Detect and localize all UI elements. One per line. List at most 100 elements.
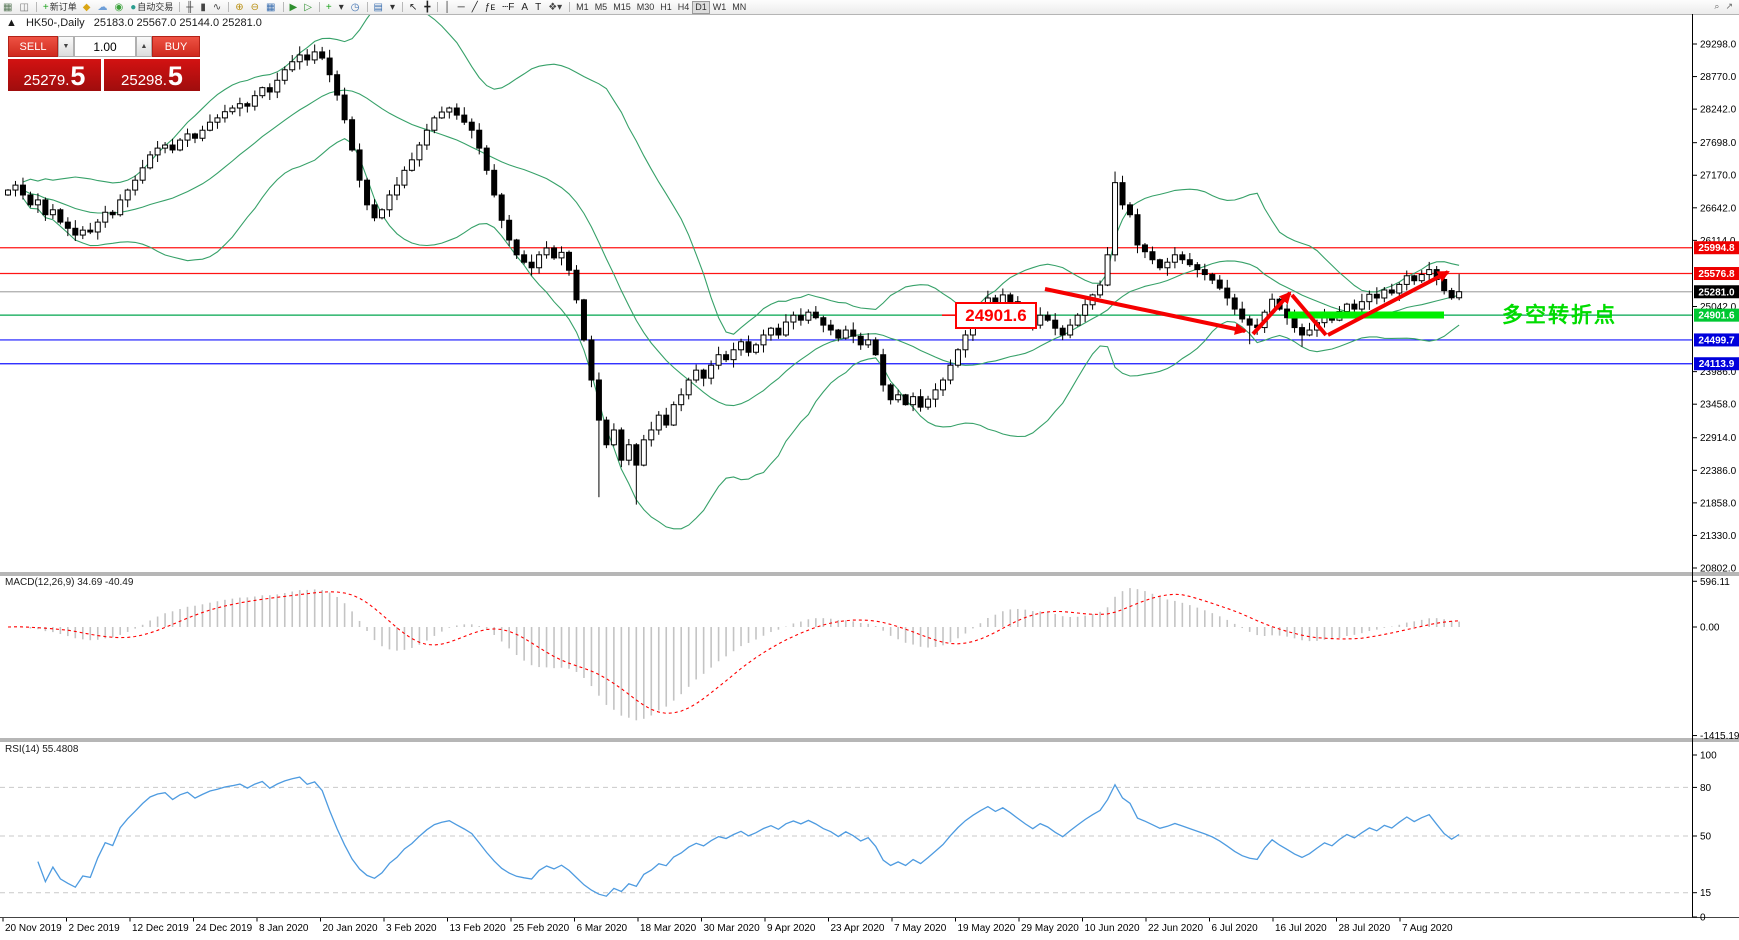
axis-tick-label: 29298.0 — [1700, 40, 1737, 51]
zoom-in-icon[interactable]: ⊕ — [232, 1, 247, 14]
bid-price[interactable]: 25279. 5 — [8, 59, 101, 91]
tf-h4-button-label: H4 — [677, 1, 690, 12]
chart-template-icon[interactable]: ▤ — [371, 1, 387, 14]
cn-annotation-text[interactable]: 多空转折点 — [1502, 303, 1617, 327]
navigator-icon[interactable]: ◫ — [16, 1, 32, 14]
collapse-panel-icon[interactable]: ▲ — [6, 17, 17, 29]
time-axis-label: 28 Jul 2020 — [1339, 923, 1391, 934]
text-label-icon: T — [535, 1, 542, 13]
new-order-button[interactable]: + 新订单 — [40, 1, 80, 14]
add-indicator-icon[interactable]: + — [323, 1, 336, 14]
text-label-icon[interactable]: T — [532, 1, 545, 14]
vertical-line-icon: │ — [444, 1, 451, 13]
axis-tick-label: 15 — [1700, 888, 1712, 899]
indicator-dropdown-icon[interactable]: ▾ — [336, 1, 348, 14]
toolbar-separator — [402, 2, 403, 12]
crosshair-icon[interactable]: ╋ — [421, 1, 434, 14]
axis-tick-label: 28770.0 — [1700, 72, 1737, 83]
fibonacci-expansion-icon[interactable]: ┄F — [499, 1, 518, 14]
candlestick-chart-icon[interactable]: ▮ — [197, 1, 210, 14]
tf-m15-button[interactable]: M15 — [610, 1, 634, 14]
new-order-button-label: 新订单 — [49, 1, 77, 12]
charts-window-icon[interactable]: ▦ — [0, 1, 16, 14]
price-label-text: 24113.9 — [1699, 359, 1735, 370]
trend-arrow-2[interactable] — [1290, 293, 1328, 337]
text-icon[interactable]: A — [518, 1, 532, 14]
trend-arrow-3[interactable] — [1327, 270, 1450, 337]
quick-nav-icon[interactable]: ↗ — [1725, 1, 1733, 11]
price-label-24499.7 — [1694, 333, 1739, 347]
marketwatch-icon[interactable]: ◆ — [80, 1, 95, 14]
charts-window-icon: ▦ — [3, 1, 13, 13]
tf-m1-button[interactable]: M1 — [573, 1, 592, 14]
tf-h1-button-label: H1 — [660, 1, 672, 12]
trend-arrow-0[interactable] — [1044, 287, 1247, 335]
tf-w1-button[interactable]: W1 — [710, 1, 730, 14]
period-clock-icon[interactable]: ◷ — [348, 1, 364, 14]
tf-m5-button[interactable]: M5 — [592, 1, 611, 14]
trendline-icon[interactable]: ╱ — [469, 1, 482, 14]
cursor-icon[interactable]: ↖ — [406, 1, 421, 14]
zoom-out-icon: ⊖ — [250, 1, 260, 13]
vertical-line-icon[interactable]: │ — [441, 1, 454, 14]
fibonacci-icon[interactable]: ƒᴇ — [482, 1, 499, 14]
tf-h1-button[interactable]: H1 — [657, 1, 675, 14]
tf-d1-button[interactable]: D1 — [692, 0, 710, 14]
cursor-icon: ↖ — [409, 1, 418, 13]
time-axis-label: 8 Jan 2020 — [259, 923, 309, 934]
signals-icon[interactable]: ◉ — [111, 1, 127, 14]
tf-m30-button[interactable]: M30 — [634, 1, 658, 14]
axis-tick-label: 21330.0 — [1700, 531, 1737, 542]
line-chart-icon[interactable]: ∿ — [210, 1, 225, 14]
time-axis-label: 9 Apr 2020 — [767, 923, 816, 934]
horizontal-line-icon[interactable]: ─ — [455, 1, 469, 14]
toolbar-separator — [366, 2, 368, 12]
toolbar-separator — [569, 2, 571, 12]
price-label-25281.0 — [1694, 285, 1739, 299]
tf-w1-button-label: W1 — [712, 1, 727, 12]
search-icon[interactable]: ⌕ — [1714, 1, 1720, 11]
volume-input[interactable]: 1.00 — [74, 36, 136, 57]
time-axis-label: 19 May 2020 — [958, 923, 1016, 934]
axis-tick-label: 23458.0 — [1700, 400, 1737, 411]
axis-tick-label: 0 — [1700, 913, 1706, 924]
toolbar-separator — [179, 2, 181, 12]
sell-button[interactable]: SELL — [8, 36, 58, 57]
trend-arrow-1[interactable] — [1251, 291, 1292, 336]
main-chart-panel: 24901.6 多空转折点 — [0, 15, 1692, 530]
ask-price[interactable]: 25298. 5 — [104, 59, 200, 91]
ask-price-small: 25298. — [121, 72, 167, 89]
bar-chart-icon[interactable]: ╫ — [183, 1, 197, 14]
chart-shift-icon[interactable]: ▷ — [301, 1, 316, 14]
navigator-icon: ◫ — [19, 1, 29, 13]
auto-scroll-icon: ▶ — [289, 1, 298, 13]
time-axis-label: 20 Jan 2020 — [323, 923, 378, 934]
crosshair-icon: ╋ — [424, 1, 431, 13]
bar-chart-icon: ╫ — [186, 1, 194, 13]
tf-mn-button[interactable]: MN — [729, 1, 749, 14]
rsi-indicator-label: RSI(14) 55.4808 — [5, 744, 79, 755]
macd-indicator-label: MACD(12,26,9) 34.69 -40.49 — [5, 577, 134, 588]
line-chart-icon: ∿ — [212, 1, 222, 13]
template-dropdown-icon[interactable]: ▾ — [387, 1, 399, 14]
candlestick-chart-icon: ▮ — [200, 1, 206, 13]
chart-shift-icon: ▷ — [304, 1, 312, 13]
main-toolbar: ▦ ◫ + 新订单 ◆ ☁ ◉ ● 自动交易 ╫ ▮ ∿ ⊕ ⊖ ▦ ▶ ▷ + ▾ ◷ ▤ ▾ ↖ ╋ │ ─ ╱ ƒᴇ ┄F A T ❖▾… — [0, 0, 1739, 15]
zoom-out-icon[interactable]: ⊖ — [248, 1, 263, 14]
tile-windows-icon[interactable]: ▦ — [263, 1, 279, 14]
time-axis-label: 13 Feb 2020 — [450, 923, 507, 934]
buy-button[interactable]: BUY — [152, 36, 200, 57]
time-axis-label: 29 May 2020 — [1021, 923, 1079, 934]
auto-scroll-icon[interactable]: ▶ — [287, 1, 302, 14]
volume-decrease-button[interactable]: ▼ — [58, 36, 74, 57]
cloud-icon[interactable]: ☁ — [94, 1, 111, 14]
tf-h4-button[interactable]: H4 — [675, 1, 693, 14]
volume-increase-button[interactable]: ▲ — [136, 36, 152, 57]
time-axis-label: 22 Jun 2020 — [1148, 923, 1203, 934]
autotrading-button[interactable]: ● 自动交易 — [127, 1, 176, 14]
price-annotation-box[interactable] — [955, 302, 1037, 329]
time-axis-label: 6 Mar 2020 — [577, 923, 628, 934]
axis-tick-label: 26642.0 — [1700, 203, 1737, 214]
objects-icon[interactable]: ❖▾ — [545, 1, 566, 14]
